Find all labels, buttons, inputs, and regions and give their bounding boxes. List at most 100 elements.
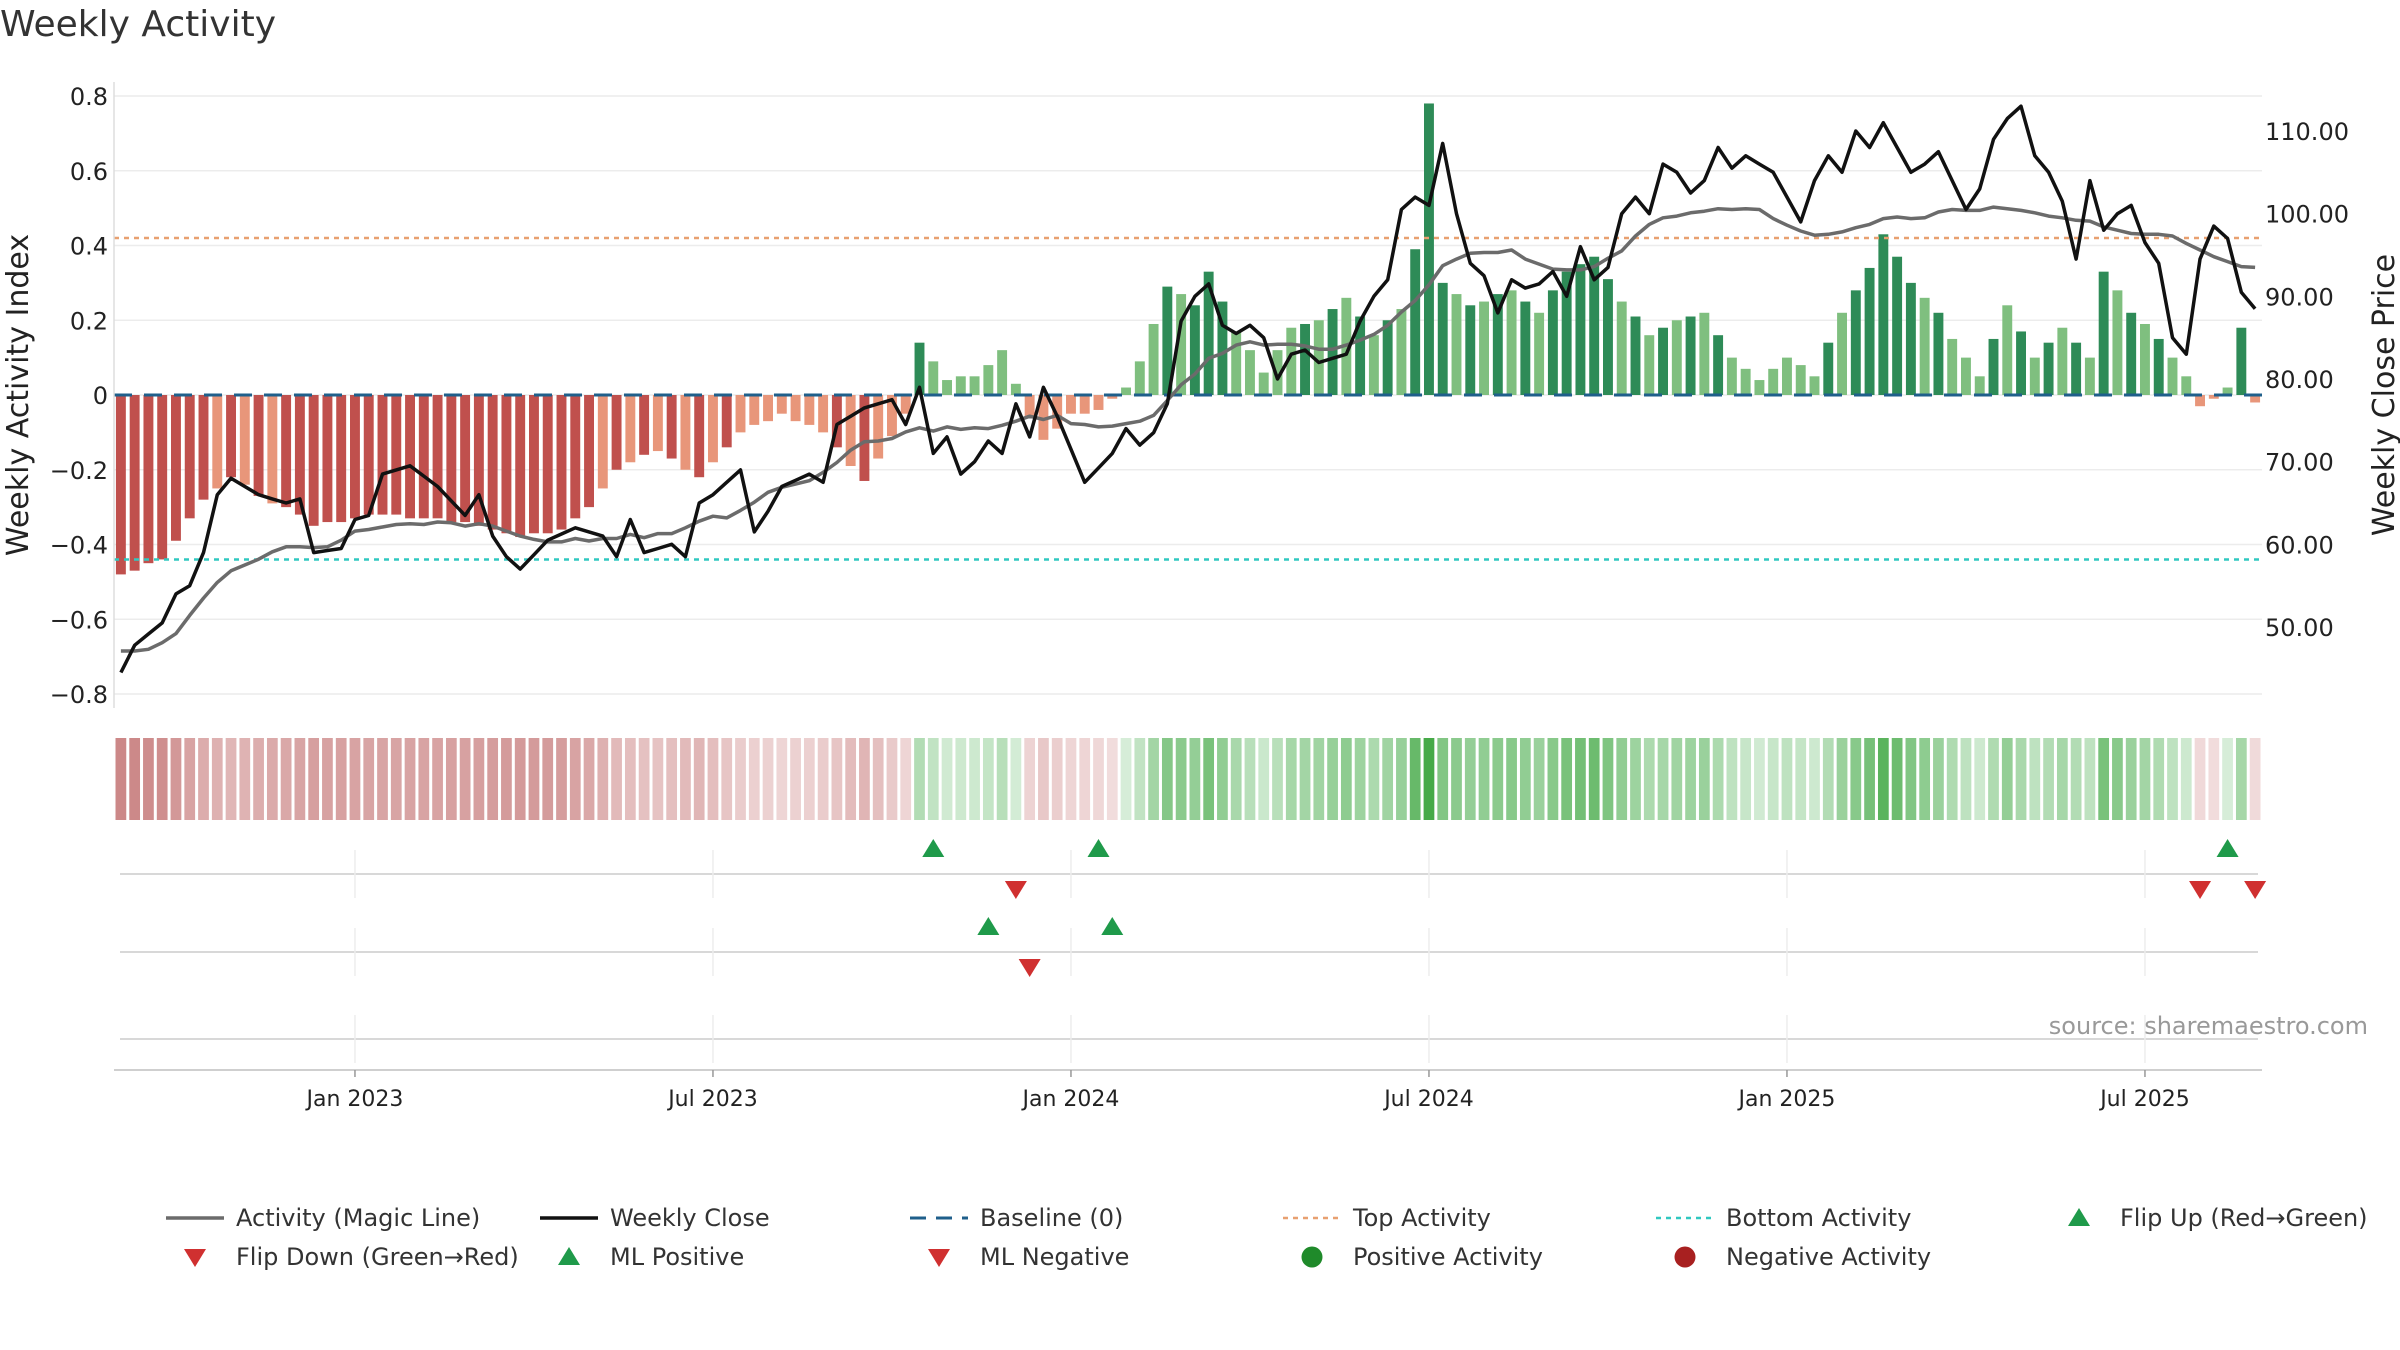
activity-bar <box>2236 327 2247 395</box>
heat-cell <box>666 738 678 820</box>
heat-cell <box>762 738 774 820</box>
activity-bar <box>1437 282 1448 395</box>
heat-cell <box>1809 738 1820 820</box>
heat-cell <box>1340 738 1352 820</box>
activity-heat-strip <box>115 738 2261 820</box>
activity-bar <box>432 395 443 519</box>
heat-cell <box>1547 738 1559 820</box>
right-tick-label: 90.00 <box>2265 283 2334 311</box>
heat-cell <box>1258 738 1270 820</box>
heat-cell <box>597 738 609 820</box>
heat-cell <box>803 738 815 820</box>
legend-label: Negative Activity <box>1726 1243 1931 1271</box>
heat-cell <box>2029 738 2041 820</box>
heat-cell <box>143 738 154 820</box>
activity-bar <box>1961 357 1971 395</box>
heat-cell <box>445 738 457 820</box>
legend-swatch-triangle-down <box>184 1249 206 1267</box>
flip-up-marker <box>922 839 945 857</box>
activity-bar <box>1685 316 1696 395</box>
heat-cell <box>1506 738 1517 820</box>
date-tick-label: Jan 2024 <box>1021 1087 1120 1112</box>
activity-bar <box>1396 309 1407 395</box>
heat-cell <box>1933 738 1944 820</box>
ml-negative-marker <box>1018 959 1041 977</box>
activity-bar <box>1974 376 1985 395</box>
heat-cell <box>569 738 581 820</box>
heat-cell <box>1217 738 1228 820</box>
heat-cell <box>2125 738 2137 820</box>
activity-bar <box>226 395 236 478</box>
heat-cell <box>170 738 182 820</box>
heat-cell <box>1877 738 1889 820</box>
heat-cell <box>1726 738 1738 820</box>
activity-bar <box>460 395 471 523</box>
activity-bar <box>1905 282 1916 395</box>
legend-item: Flip Up (Red→Green) <box>2068 1204 2368 1232</box>
activity-bar <box>1561 271 1572 395</box>
legend-item: Top Activity <box>1283 1204 1491 1232</box>
activity-bar <box>281 395 292 508</box>
activity-bar <box>1589 256 1600 395</box>
heat-cell <box>2084 738 2096 820</box>
heat-cell <box>624 738 636 820</box>
activity-bar <box>1630 316 1641 395</box>
activity-bar <box>721 395 732 448</box>
heat-cell <box>1712 738 1724 820</box>
source-label: source: sharemaestro.com <box>2049 1012 2368 1040</box>
activity-bar <box>239 395 250 485</box>
heat-cell <box>2249 738 2261 820</box>
activity-bar <box>1410 249 1421 395</box>
heat-cell <box>735 738 746 820</box>
heat-cell <box>1795 738 1807 820</box>
legend-item: ML Negative <box>928 1243 1129 1271</box>
heat-cell <box>1285 738 1297 820</box>
activity-bar <box>1768 368 1779 395</box>
activity-bar <box>804 395 815 425</box>
heat-cell <box>2180 738 2192 820</box>
heat-cell <box>308 738 320 820</box>
heat-cell <box>1382 738 1394 820</box>
heat-cell <box>1106 738 1118 820</box>
activity-bar <box>666 395 677 459</box>
activity-bar <box>1740 368 1751 395</box>
activity-bar <box>749 395 760 425</box>
activity-bar <box>1919 297 1930 395</box>
heat-cell <box>941 738 953 820</box>
activity-bar <box>1603 279 1613 395</box>
right-tick-label: 70.00 <box>2265 449 2334 477</box>
heat-cell <box>239 738 251 820</box>
heat-cell <box>184 738 196 820</box>
legend-swatch-circle <box>1301 1246 1323 1268</box>
activity-bar <box>1245 350 1255 395</box>
activity-bar <box>1368 335 1379 395</box>
legend-label: ML Negative <box>980 1243 1129 1271</box>
activity-bar <box>1933 312 1944 395</box>
chart-title: Weekly Activity <box>0 4 277 45</box>
activity-bar <box>776 395 787 414</box>
left-tick-label: 0.8 <box>70 83 108 111</box>
activity-bar <box>363 395 374 515</box>
heat-cell <box>1602 738 1614 820</box>
heat-cell <box>776 738 788 820</box>
heat-cell <box>2194 738 2206 820</box>
heat-cell <box>1946 738 1958 820</box>
activity-bar <box>887 395 897 437</box>
heat-cell <box>1685 738 1696 820</box>
activity-bar <box>1203 271 1214 395</box>
heat-cell <box>198 738 209 820</box>
heat-cell <box>1299 738 1311 820</box>
activity-bar <box>556 395 567 530</box>
left-tick-label: 0.6 <box>70 158 108 186</box>
activity-bar <box>1479 301 1489 395</box>
flip-up-marker <box>1087 839 1110 857</box>
left-tick-label: −0.8 <box>50 681 108 709</box>
heat-cell <box>1230 738 1242 820</box>
activity-bar <box>639 395 650 455</box>
activity-bar <box>1492 294 1503 395</box>
activity-bar <box>1644 335 1655 395</box>
heat-cell <box>156 738 168 820</box>
flip-down-marker <box>2244 881 2267 899</box>
activity-bar <box>2071 342 2082 395</box>
heat-cell <box>969 738 980 820</box>
